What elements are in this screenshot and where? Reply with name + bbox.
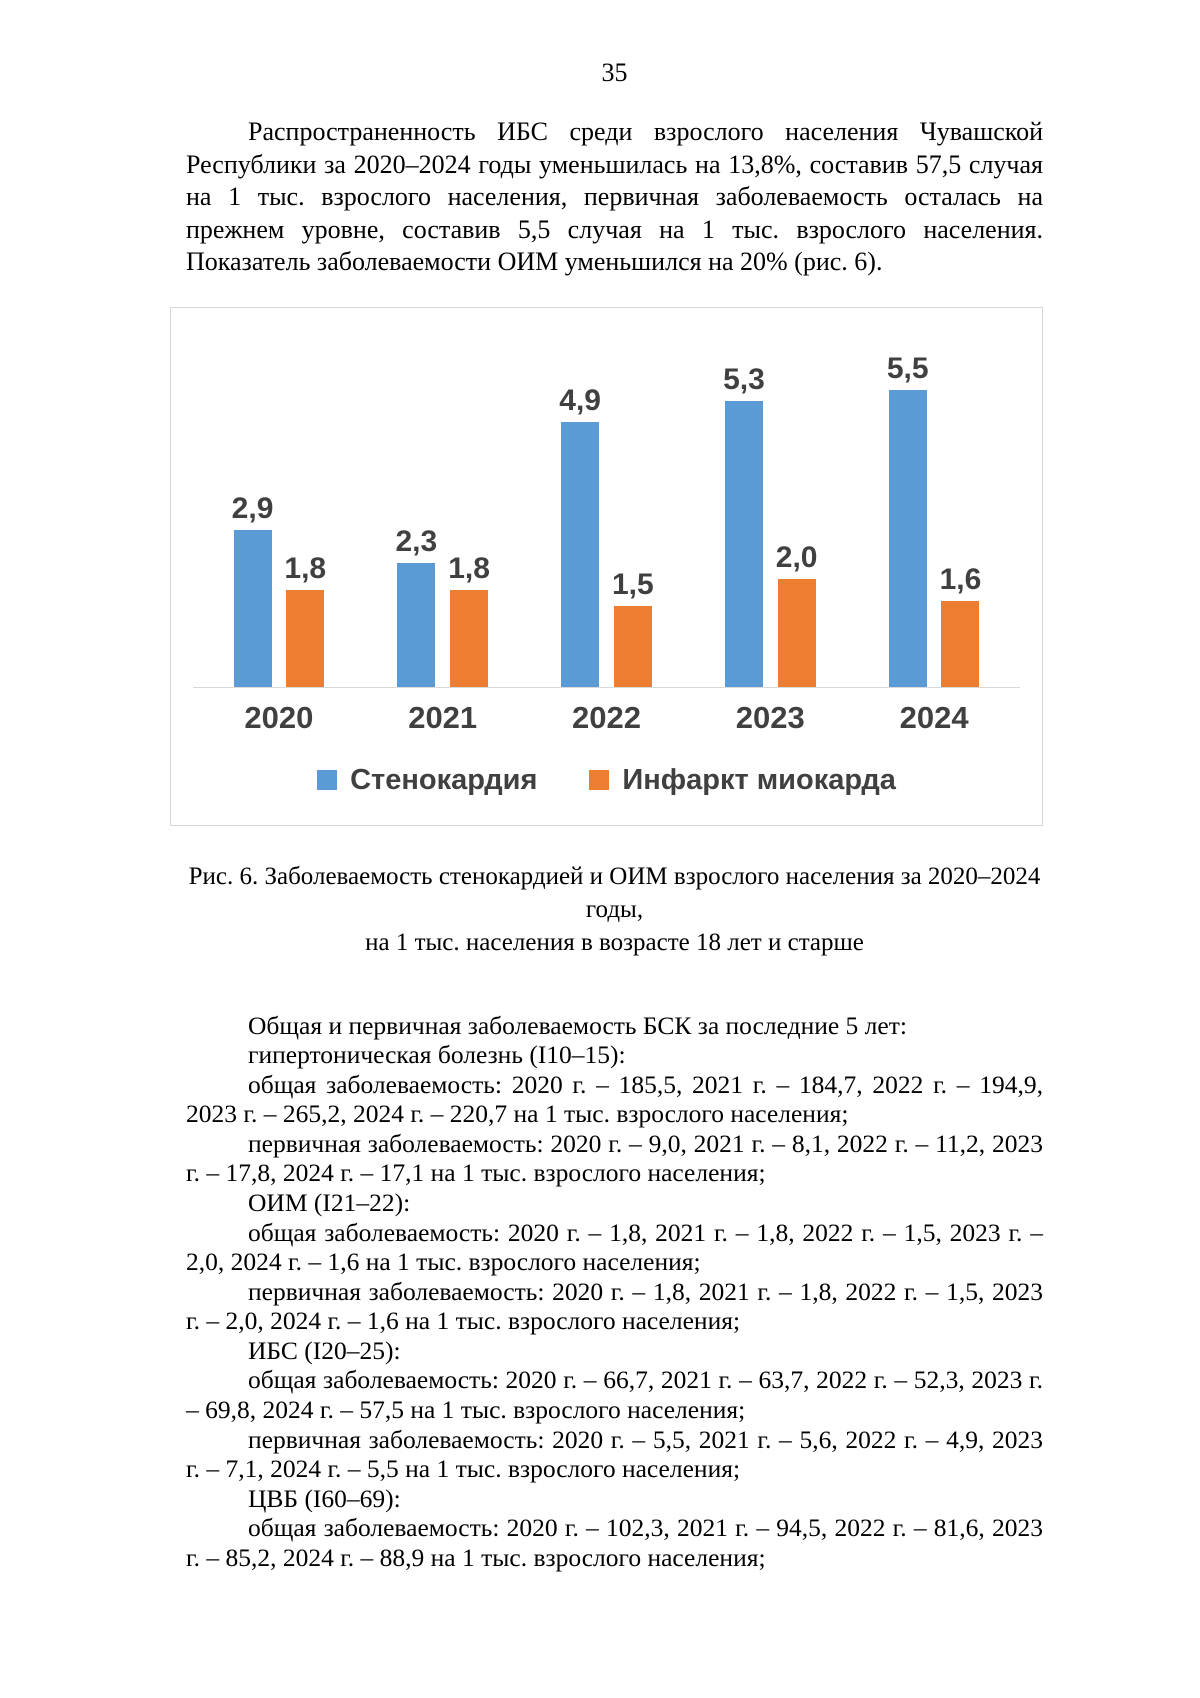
x-axis-label-2020: 2020 — [244, 699, 314, 735]
angina-bar — [888, 389, 927, 687]
angina-bar — [233, 529, 272, 687]
figure-caption-line1: Рис. 6. Заболеваемость стенокардией и ОИ… — [188, 862, 1041, 923]
infarction-bar-wrap: 2,0 — [776, 541, 818, 687]
x-axis-label-2024: 2024 — [899, 699, 969, 735]
body-paragraph: первичная заболеваемость: 2020 г. – 9,0,… — [186, 1128, 1043, 1188]
legend-swatch-icon — [589, 770, 610, 790]
infarction-bar-value-label: 1,8 — [448, 551, 490, 585]
angina-bar — [724, 400, 763, 687]
angina-bar-value-label: 5,3 — [723, 362, 765, 396]
angina-bar-value-label: 2,9 — [231, 491, 274, 525]
body-paragraph: общая заболеваемость: 2020 г. – 102,3, 2… — [186, 1513, 1043, 1572]
angina-bar — [561, 421, 600, 687]
figure-6-chart: 2,9 1,8 2,3 1,8 4,9 1,5 5,3 2,0 5,5 1,6 2020 2021 2… — [170, 306, 1043, 826]
legend-swatch-icon — [317, 770, 338, 790]
legend-item-infarction: Инфаркт миокарда — [589, 764, 896, 797]
infarction-bar-value-label: 1,6 — [939, 562, 982, 596]
angina-bar-value-label: 4,9 — [559, 383, 601, 417]
infarction-bar-wrap: 1,8 — [284, 552, 326, 687]
body-paragraph: гипертоническая болезнь (I10–15): — [248, 1040, 626, 1070]
chart-x-axis: 2020 2021 2022 2023 2024 — [193, 700, 1020, 736]
body-paragraph: первичная заболеваемость: 2020 г. – 5,5,… — [186, 1424, 1043, 1484]
bar-group-2023: 5,3 2,0 — [688, 363, 852, 687]
infarction-bar — [286, 589, 325, 687]
legend-item-angina: Стенокардия — [317, 764, 537, 797]
infarction-bar — [777, 578, 816, 687]
angina-bar-value-label: 5,5 — [886, 351, 929, 385]
body-paragraph: ИБС (I20–25): — [248, 1335, 401, 1365]
angina-bar-wrap: 4,9 — [559, 384, 601, 687]
infarction-bar — [613, 605, 652, 687]
bar-group-2020: 2,9 1,8 — [197, 492, 361, 687]
infarction-bar-value-label: 1,5 — [611, 567, 654, 601]
page-number: 35 — [601, 58, 628, 87]
angina-bar-wrap: 2,3 — [395, 525, 437, 687]
angina-bar-wrap: 5,5 — [887, 352, 929, 687]
body-paragraph: общая заболеваемость: 2020 г. – 1,8, 202… — [186, 1217, 1043, 1277]
intro-paragraph: Распространенность ИБС среди взрослого н… — [186, 117, 1043, 276]
body-paragraph: общая заболеваемость: 2020 г. – 66,7, 20… — [186, 1365, 1043, 1425]
x-axis-label-2022: 2022 — [572, 699, 641, 735]
chart-legend: Стенокардия Инфаркт миокарда — [193, 764, 1020, 797]
figure-caption: Рис. 6. Заболеваемость стенокардией и ОИ… — [186, 860, 1043, 959]
angina-bar-wrap: 5,3 — [723, 363, 765, 687]
body-paragraph: ЦВБ (I60–69): — [248, 1483, 401, 1513]
infarction-bar-wrap: 1,8 — [448, 552, 490, 687]
x-axis-label-2021: 2021 — [408, 699, 478, 735]
infarction-bar — [941, 600, 980, 687]
legend-label: Стенокардия — [350, 763, 538, 796]
x-axis-label-2023: 2023 — [735, 699, 805, 735]
legend-label: Инфаркт миокарда — [622, 763, 896, 796]
angina-bar-value-label: 2,3 — [395, 524, 438, 558]
angina-bar — [397, 562, 436, 687]
body-paragraph: первичная заболеваемость: 2020 г. – 1,8,… — [186, 1276, 1043, 1336]
bar-group-2022: 4,9 1,5 — [525, 384, 689, 687]
chart-bars-row: 2,9 1,8 2,3 1,8 4,9 1,5 5,3 2,0 5,5 1,6 — [193, 348, 1020, 688]
bar-group-2024: 5,5 1,6 — [852, 352, 1016, 687]
body-paragraph: Общая и первичная заболеваемость БСК за … — [248, 1010, 907, 1040]
bar-group-2021: 2,3 1,8 — [361, 525, 525, 687]
infarction-bar-wrap: 1,6 — [939, 562, 982, 687]
infarction-bar-value-label: 1,8 — [284, 551, 327, 585]
body-paragraph: ОИМ (I21–22): — [248, 1187, 411, 1217]
body-text: Общая и первичная заболеваемость БСК за … — [186, 1011, 1043, 1573]
figure-caption-line2: на 1 тыс. населения в возрасте 18 лет и … — [365, 928, 864, 956]
body-paragraph: общая заболеваемость: 2020 г. – 185,5, 2… — [186, 1069, 1043, 1129]
angina-bar-wrap: 2,9 — [231, 491, 274, 687]
infarction-bar-wrap: 1,5 — [612, 568, 654, 687]
infarction-bar-value-label: 2,0 — [775, 540, 818, 574]
infarction-bar — [450, 589, 489, 687]
